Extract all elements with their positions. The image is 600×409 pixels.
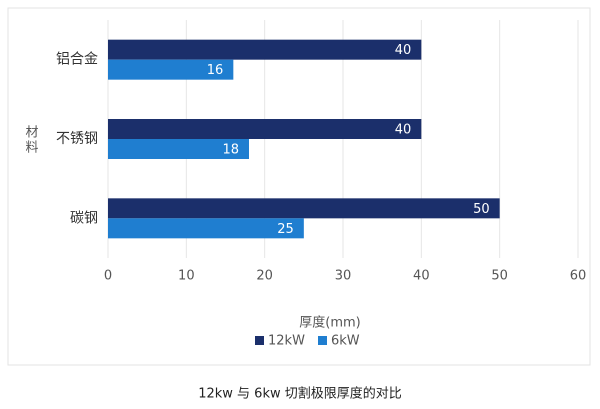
bar bbox=[108, 39, 422, 60]
x-axis-title: 厚度(mm) bbox=[299, 315, 360, 331]
bar bbox=[108, 59, 234, 80]
data-label: 25 bbox=[277, 222, 294, 237]
data-label: 50 bbox=[473, 202, 490, 217]
data-label: 18 bbox=[222, 143, 239, 158]
legend-swatch bbox=[318, 336, 327, 345]
chart-frame bbox=[7, 7, 591, 366]
legend-label: 6kW bbox=[331, 334, 360, 349]
y-tick-label: 不锈钢 bbox=[56, 131, 98, 147]
x-tick-label: 10 bbox=[178, 269, 195, 284]
x-tick-label: 20 bbox=[256, 269, 273, 284]
x-tick-label: 30 bbox=[335, 269, 352, 284]
x-tick-label: 60 bbox=[570, 269, 587, 284]
legend-swatch bbox=[255, 336, 264, 345]
data-label: 40 bbox=[395, 123, 412, 138]
data-label: 40 bbox=[395, 43, 412, 58]
bar bbox=[108, 218, 304, 239]
caption: 12kw 与 6kw 切割极限厚度的对比 bbox=[198, 386, 402, 402]
bar bbox=[108, 139, 249, 159]
y-axis-title: 材料 bbox=[23, 125, 39, 155]
bar bbox=[108, 198, 500, 219]
data-label: 16 bbox=[207, 63, 224, 78]
x-tick-label: 40 bbox=[413, 269, 430, 284]
legend-label: 12kW bbox=[268, 334, 305, 349]
y-tick-label: 碳钢 bbox=[70, 210, 98, 226]
x-tick-label: 0 bbox=[104, 269, 112, 284]
bar bbox=[108, 119, 422, 139]
x-tick-label: 50 bbox=[491, 269, 508, 284]
y-tick-label: 铝合金 bbox=[56, 52, 98, 68]
